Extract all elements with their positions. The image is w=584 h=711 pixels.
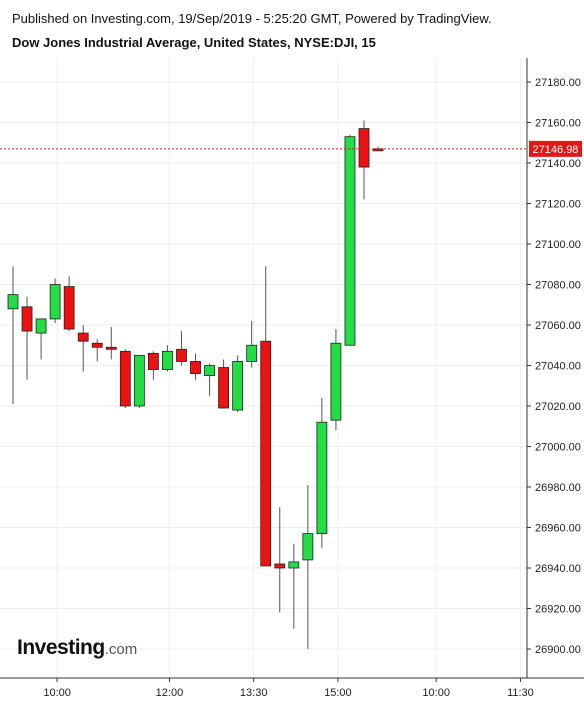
- last-price-marker: 27146.98: [0, 140, 582, 157]
- candle-up: [7, 294, 19, 310]
- x-tick-label: 10:00: [422, 687, 450, 699]
- x-tick-label: 11:30: [507, 687, 534, 699]
- time-axis: 10:00 12:00 13:30 15:00 10:00 11:30: [43, 678, 534, 699]
- candle-down: [119, 350, 131, 407]
- y-tick-label: 27120.00: [535, 199, 581, 211]
- candles: [7, 120, 384, 649]
- published-note: Published on Investing.com, 19/Sep/2019 …: [12, 11, 492, 26]
- candle-up: [49, 284, 61, 320]
- investing-logo: Investing.com: [17, 636, 137, 660]
- candle-down: [190, 361, 201, 375]
- x-tick-label: 10:00: [43, 687, 71, 699]
- x-tick-label: 12:00: [156, 687, 184, 699]
- y-tick-label: 27060.00: [535, 320, 581, 332]
- candle-up: [162, 350, 173, 370]
- chart-title: Dow Jones Industrial Average, United Sta…: [12, 35, 376, 50]
- candle-up: [204, 365, 215, 377]
- last-price-label: 27146.98: [533, 144, 579, 156]
- y-tick-label: 27160.00: [535, 118, 581, 130]
- x-tick-label: 13:30: [240, 687, 268, 699]
- y-tick-label: 27180.00: [535, 77, 581, 89]
- logo-brand: Investing: [17, 636, 105, 659]
- candle-up: [344, 136, 356, 346]
- candle-up: [330, 342, 342, 421]
- y-tick-label: 27040.00: [535, 361, 581, 373]
- y-tick-label: 27000.00: [535, 442, 581, 454]
- y-tick-label: 26920.00: [535, 604, 581, 616]
- last-price-badge: [529, 140, 582, 157]
- candle-up: [35, 318, 47, 334]
- y-tick-label: 27140.00: [535, 158, 581, 170]
- candle-up: [232, 361, 244, 411]
- x-tick-label: 15:00: [324, 687, 352, 699]
- candle-down: [147, 352, 159, 370]
- candle-down: [21, 306, 33, 332]
- candle-up: [133, 354, 145, 407]
- y-tick-label: 27100.00: [535, 239, 581, 251]
- logo-suffix: .com: [104, 641, 138, 658]
- candle-down: [218, 367, 230, 409]
- candle-down: [105, 346, 117, 350]
- price-axis: 27180.00 27160.00 27140.00 27120.00 27100.00…: [527, 77, 581, 656]
- y-tick-label: 26980.00: [535, 482, 581, 494]
- y-tick-label: 27020.00: [535, 401, 581, 413]
- y-tick-label: 26960.00: [535, 523, 581, 535]
- y-tick-label: 27080.00: [535, 280, 581, 292]
- y-tick-label: 26940.00: [535, 563, 581, 575]
- candle-down: [274, 563, 286, 569]
- candle-down: [358, 128, 370, 168]
- candle-down: [372, 148, 384, 152]
- candle-up: [316, 421, 328, 534]
- candle-down: [91, 342, 103, 348]
- candle-up: [288, 561, 300, 569]
- candle-down: [63, 286, 75, 330]
- candle-down: [176, 348, 187, 362]
- candle-up: [302, 533, 314, 561]
- y-tick-label: 26900.00: [535, 644, 581, 656]
- candle-down: [77, 332, 89, 342]
- candle-down: [260, 340, 272, 567]
- candle-up: [246, 344, 258, 362]
